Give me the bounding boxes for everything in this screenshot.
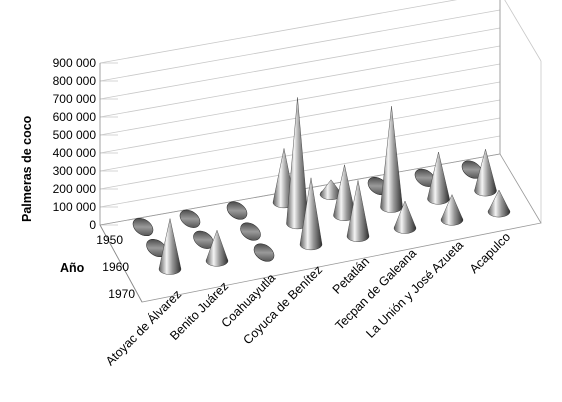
y-tick-label: 600 000 — [53, 110, 97, 124]
wall-edge — [504, 0, 542, 62]
cone — [393, 200, 417, 234]
gridline-back — [99, 63, 501, 136]
cone — [487, 189, 511, 218]
cone — [440, 194, 464, 226]
cone — [253, 243, 275, 262]
cone — [474, 148, 497, 197]
cone-body — [393, 200, 417, 234]
cone-body — [440, 194, 464, 226]
gridline-back — [99, 45, 501, 118]
cone — [286, 97, 309, 230]
y-tick-label: 100 000 — [53, 200, 97, 214]
cone-base — [132, 217, 154, 237]
cone — [333, 164, 356, 221]
y-tick-label: 200 000 — [53, 182, 97, 196]
cone-body — [487, 189, 511, 218]
cone-body — [158, 218, 182, 275]
cone — [427, 151, 450, 205]
year-tick-label: 1970 — [108, 287, 135, 301]
y-axis-label: Palmeras de coco — [20, 115, 34, 222]
gridline-back — [99, 81, 501, 154]
gridline-back — [99, 9, 501, 82]
cone — [380, 106, 403, 213]
cone-base — [226, 201, 248, 220]
y-tick-label: 900 000 — [53, 56, 97, 70]
cone-body — [205, 229, 229, 267]
cone — [205, 229, 229, 267]
year-tick-label: 1950 — [96, 233, 123, 247]
cone-marks — [132, 97, 511, 275]
y-tick-label: 300 000 — [53, 164, 97, 178]
cone — [299, 177, 323, 251]
category-tick-label: Acapulco — [467, 230, 513, 276]
cone-body — [380, 106, 403, 213]
gridline-back — [99, 0, 458, 64]
cone — [240, 222, 261, 241]
y-tick-label: 800 000 — [53, 74, 97, 88]
y-tick-label: 500 000 — [53, 128, 97, 142]
year-tick-label: 1960 — [102, 260, 129, 274]
cone — [132, 217, 154, 237]
year-axis-label: Año — [60, 261, 85, 275]
y-axis-ticks: 0 100 000 200 000 300 000 400 000 500 000 600 … — [53, 56, 97, 232]
cone — [179, 209, 201, 228]
year-axis-ticks: 1950 1960 1970 — [96, 233, 135, 301]
cone-body — [346, 180, 370, 242]
cone-base — [253, 243, 275, 262]
cone — [226, 201, 248, 220]
y-tick-label: 400 000 — [53, 146, 97, 160]
cone — [346, 180, 370, 242]
cone — [158, 218, 182, 275]
cone-body — [286, 97, 309, 230]
y-tick-label: 700 000 — [53, 92, 97, 106]
category-tick-label: Benito Juárez — [167, 279, 231, 343]
gridline-back — [99, 27, 501, 100]
cone-base — [240, 222, 261, 241]
cone-body — [474, 148, 497, 197]
y-tick-label: 0 — [89, 218, 96, 232]
floor-edge — [99, 224, 143, 303]
cone-body — [299, 177, 323, 251]
cone-base — [179, 209, 201, 228]
cone-body — [427, 151, 450, 205]
